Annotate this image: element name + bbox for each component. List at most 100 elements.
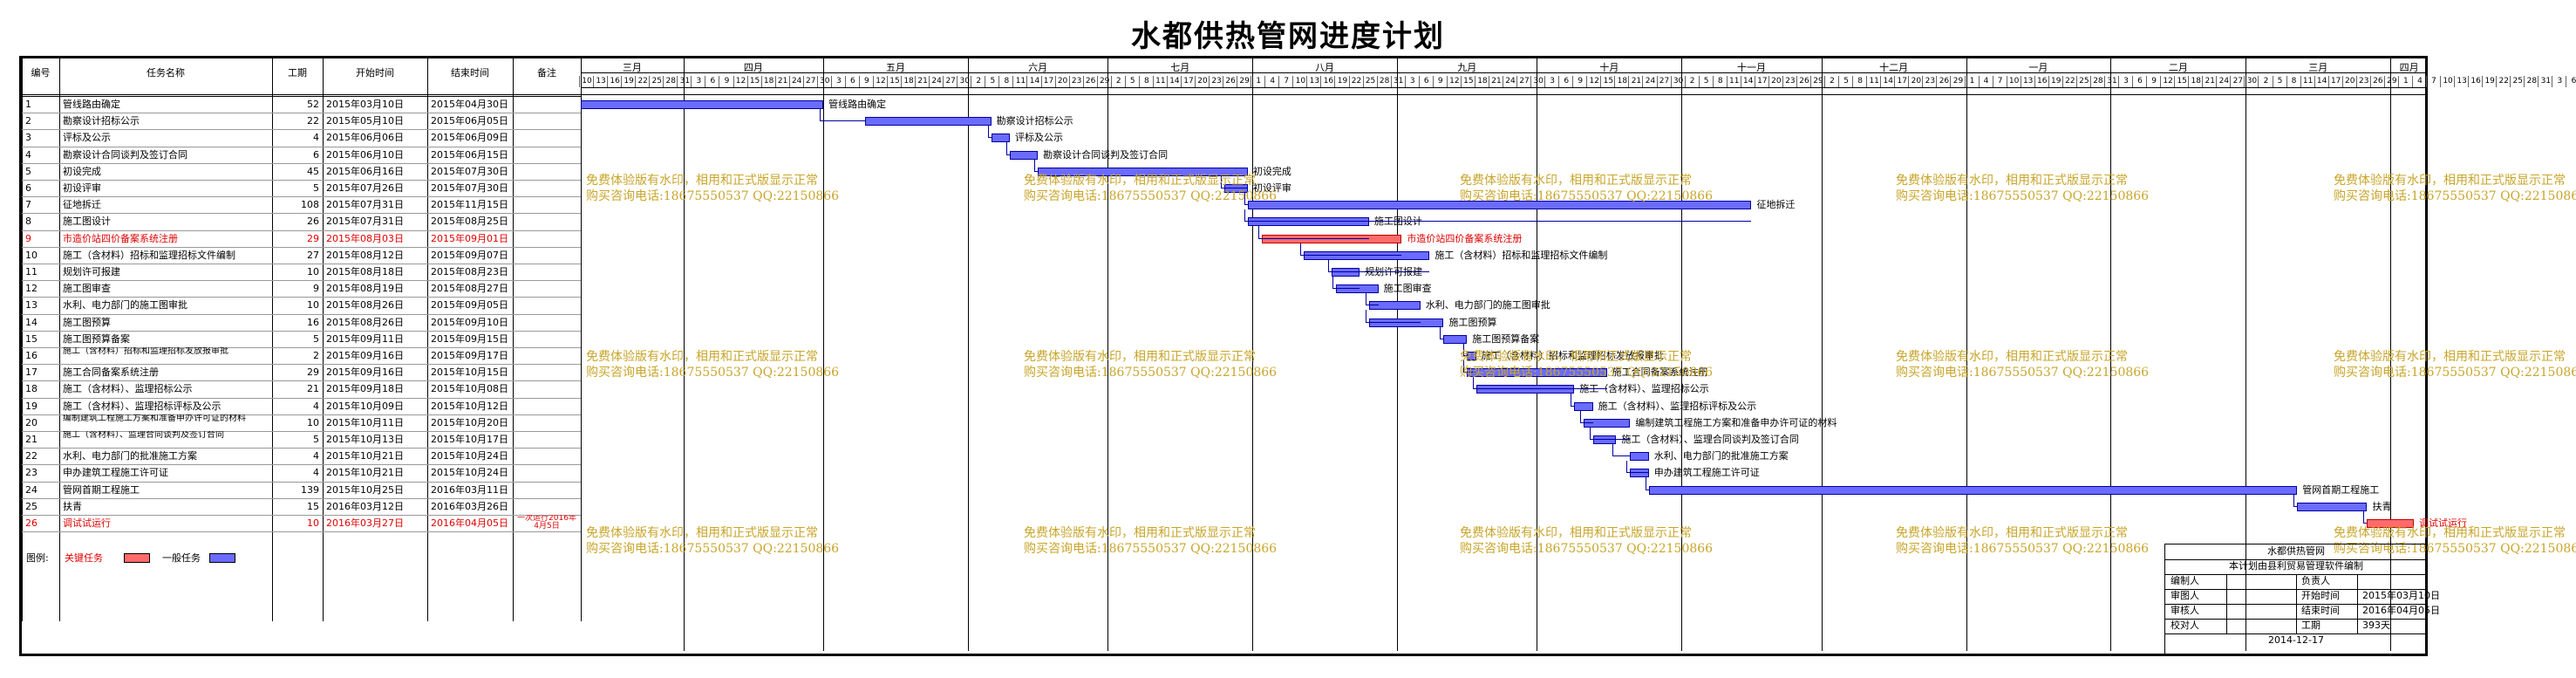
- task-bar[interactable]: [1630, 469, 1649, 478]
- task-bar[interactable]: [991, 134, 1011, 143]
- day-tick-label: 15: [749, 77, 760, 86]
- task-start: 2016年03月27日: [326, 517, 404, 529]
- day-tick: [1964, 76, 1966, 87]
- info-col-divider: [2357, 574, 2358, 633]
- task-bar[interactable]: [2297, 502, 2368, 511]
- task-bar[interactable]: [1630, 452, 1649, 462]
- day-tick-label: 16: [2470, 77, 2481, 86]
- day-tick: [621, 76, 623, 87]
- day-tick: [1824, 76, 1826, 87]
- task-bar[interactable]: [581, 100, 824, 109]
- day-tick: [2202, 76, 2204, 87]
- day-tick: [1642, 76, 1644, 87]
- task-bar[interactable]: [1368, 301, 1421, 311]
- row-divider: [22, 397, 581, 399]
- day-tick: [2103, 76, 2105, 87]
- task-remark: [516, 498, 577, 515]
- row-divider: [22, 515, 581, 516]
- day-tick: [2327, 76, 2329, 87]
- task-no: 7: [25, 199, 31, 211]
- critical-task-bar[interactable]: [2367, 519, 2414, 528]
- day-tick-label: 23: [2359, 77, 2369, 86]
- task-bar[interactable]: [1583, 418, 1631, 428]
- task-name: 管线路由确定: [63, 99, 120, 110]
- task-bar[interactable]: [1332, 268, 1360, 277]
- task-bar[interactable]: [1648, 485, 2298, 495]
- day-tick: [1278, 76, 1280, 87]
- task-no: 1: [25, 99, 31, 110]
- task-remark: [516, 113, 577, 129]
- watermark-line2: 购买咨询电话:18675550537 QQ:22150866: [1024, 542, 1278, 556]
- task-end: 2015年10月08日: [431, 383, 508, 395]
- day-tick: [2482, 76, 2484, 87]
- row-divider: [22, 414, 581, 415]
- info-cell: 开始时间: [2301, 590, 2340, 601]
- task-duration: 6: [313, 148, 319, 161]
- info-cell: 审图人: [2171, 590, 2199, 601]
- day-tick: [1936, 76, 1938, 87]
- dependency-link: [1365, 310, 1421, 323]
- task-bar[interactable]: [1443, 334, 1468, 344]
- task-name: 勘察设计招标公示: [63, 115, 140, 127]
- watermark-line2: 购买咨询电话:18675550537 QQ:22150866: [1896, 366, 2150, 380]
- day-tick: [2383, 76, 2385, 87]
- page-title: 水都供热管网进度计划: [1131, 19, 1445, 54]
- dependency-link: [820, 109, 866, 122]
- task-bar[interactable]: [1010, 150, 1039, 160]
- month-gridline: [823, 56, 825, 651]
- task-bar[interactable]: [1467, 352, 1476, 360]
- day-tick-label: 12: [1449, 77, 1460, 86]
- watermark-line1: 免费体验版有水印，相用和正式版显示正常: [2334, 350, 2566, 364]
- day-tick: [887, 76, 888, 87]
- task-bar[interactable]: [1247, 201, 1752, 210]
- task-remark: [516, 314, 577, 331]
- day-tick-label: 30: [959, 77, 970, 86]
- task-start: 2015年07月31日: [326, 216, 404, 228]
- task-bar-label: 初设完成: [1252, 165, 1291, 177]
- task-bar[interactable]: [1304, 250, 1430, 260]
- day-tick-label: 6: [2137, 77, 2143, 86]
- task-start: 2015年08月03日: [326, 232, 404, 244]
- day-tick: [1166, 76, 1168, 87]
- critical-task-bar[interactable]: [1261, 234, 1402, 243]
- task-no: 4: [25, 148, 31, 161]
- task-bar[interactable]: [1467, 368, 1607, 378]
- month-gridline: [1107, 56, 1109, 651]
- day-tick: [607, 76, 609, 87]
- dependency-link: [1612, 444, 1631, 457]
- task-duration: 27: [307, 249, 319, 261]
- day-row-divider: [581, 87, 2428, 88]
- day-tick: [1810, 76, 1811, 87]
- task-name: 水利、电力部门的批准施工方案: [63, 450, 197, 462]
- dependency-link: [1257, 226, 1369, 239]
- month-label: 十二月: [1879, 62, 1909, 73]
- task-bar[interactable]: [1038, 167, 1248, 176]
- table-col-divider: [272, 56, 273, 621]
- day-tick-label: 13: [1309, 77, 1320, 86]
- task-bar[interactable]: [1592, 435, 1617, 444]
- task-bar[interactable]: [1247, 217, 1369, 227]
- watermark-line1: 免费体验版有水印，相用和正式版显示正常: [1024, 174, 1256, 188]
- day-tick-label: 5: [1843, 77, 1849, 86]
- day-tick: [1460, 76, 1462, 87]
- day-tick-label: 6: [2571, 77, 2576, 86]
- task-start: 2015年06月10日: [326, 148, 404, 161]
- task-bar[interactable]: [1574, 401, 1593, 411]
- task-bar[interactable]: [1336, 284, 1379, 294]
- task-bar[interactable]: [1368, 318, 1444, 327]
- dependency-link: [1300, 243, 1402, 256]
- task-bar[interactable]: [1475, 385, 1575, 394]
- task-bar[interactable]: [865, 117, 992, 127]
- day-tick-label: 28: [1379, 77, 1390, 86]
- task-no: 6: [25, 182, 31, 194]
- task-bar[interactable]: [1224, 184, 1248, 193]
- dependency-link: [1472, 377, 1607, 390]
- task-no: 12: [25, 283, 37, 295]
- watermark-line1: 免费体验版有水印，相用和正式版显示正常: [2334, 526, 2566, 540]
- day-tick: [2286, 76, 2287, 87]
- day-tick: [1292, 76, 1294, 87]
- day-tick: [1334, 76, 1336, 87]
- row-divider: [22, 246, 581, 248]
- day-tick-label: 8: [1004, 77, 1010, 86]
- day-tick: [1684, 76, 1686, 87]
